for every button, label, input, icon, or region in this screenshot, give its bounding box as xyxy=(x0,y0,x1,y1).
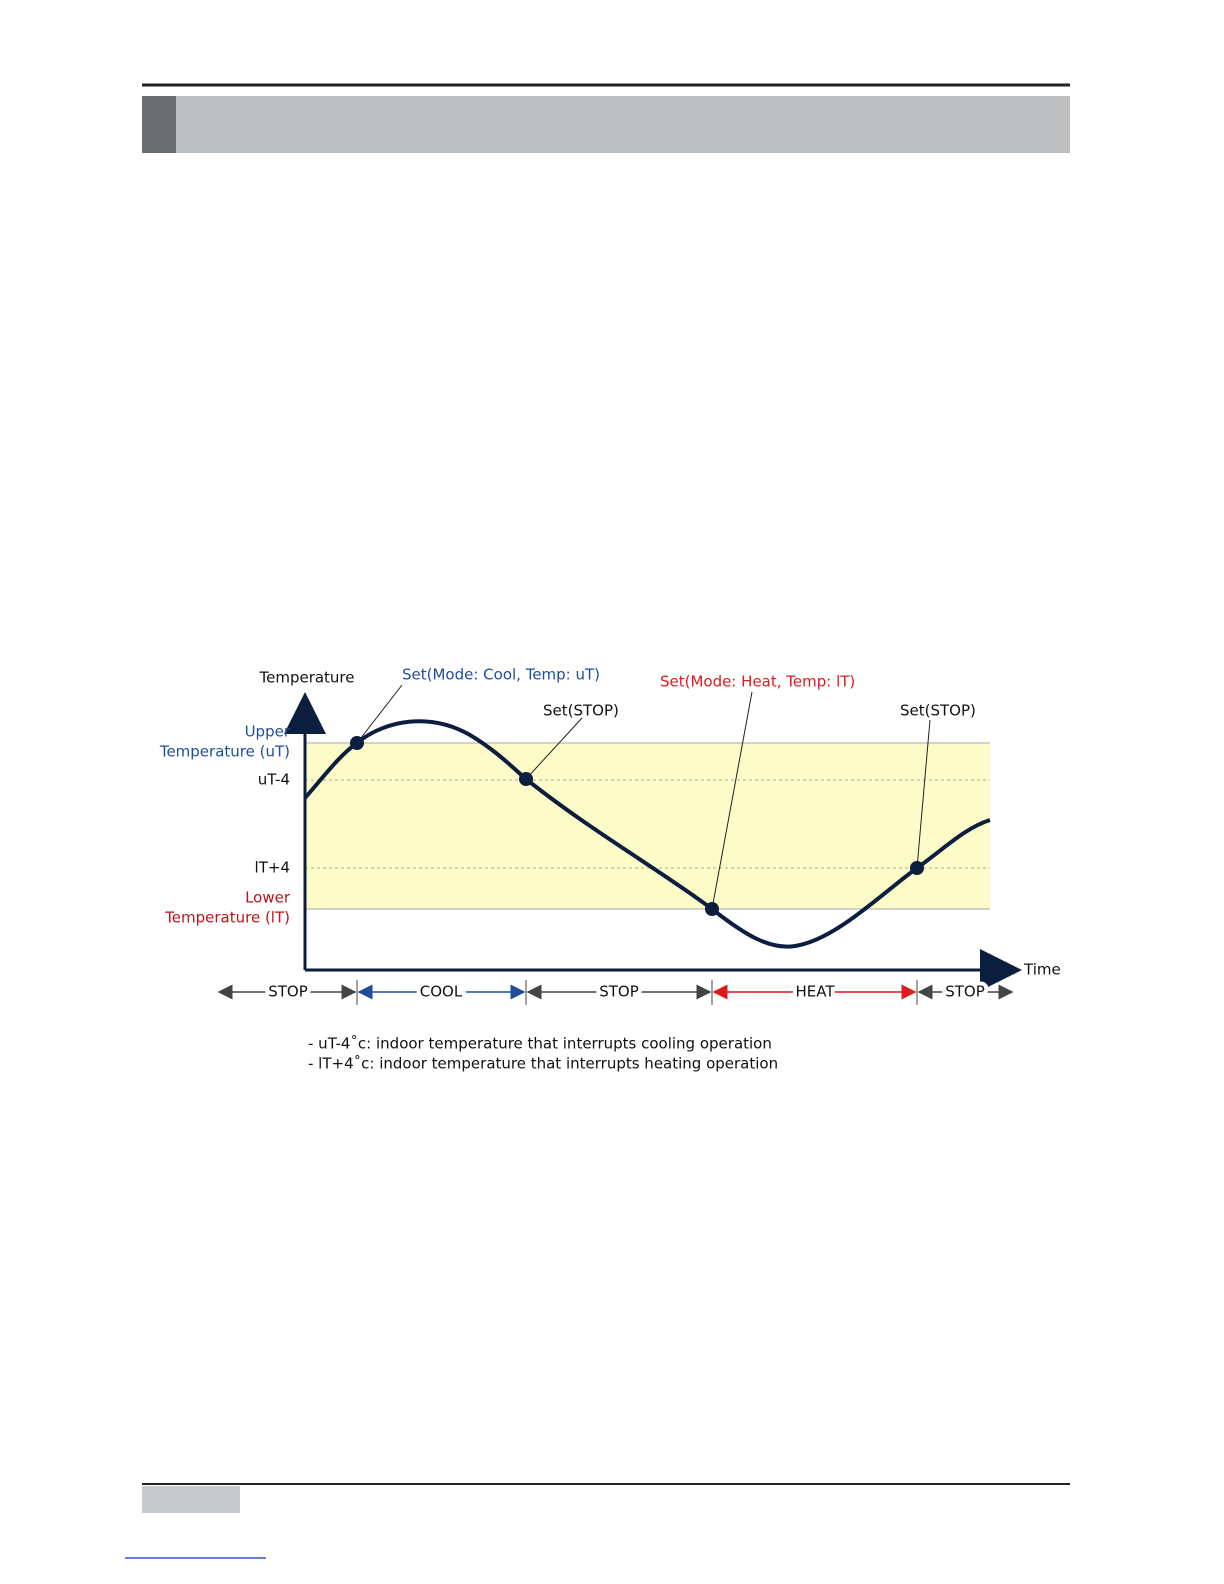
x-axis-label: Time xyxy=(1023,961,1061,979)
event-label: Set(STOP) xyxy=(543,702,619,720)
phase-label: STOP xyxy=(268,983,308,1001)
phase-label: COOL xyxy=(420,983,463,1001)
level-label: Upper xyxy=(245,723,291,741)
phase-label: STOP xyxy=(599,983,639,1001)
footer-tab xyxy=(142,1486,240,1513)
leader-line xyxy=(525,717,583,780)
leader-line xyxy=(916,719,931,869)
event-label: Set(STOP) xyxy=(900,702,976,720)
y-axis-label: Temperature xyxy=(258,669,354,687)
event-label: Set(Mode: Heat, Temp: lT) xyxy=(660,673,855,691)
level-label: Temperature (lT) xyxy=(164,909,290,927)
phase-label: HEAT xyxy=(795,983,835,1001)
leader-line xyxy=(711,691,753,910)
header-bar xyxy=(142,96,1070,153)
header-tab xyxy=(142,96,176,153)
event-label: Set(Mode: Cool, Temp: uT) xyxy=(402,666,600,684)
event-dot xyxy=(350,736,364,750)
level-label: uT-4 xyxy=(258,771,290,789)
phase-label: STOP xyxy=(945,983,985,1001)
level-label: Temperature (uT) xyxy=(159,743,290,761)
temperature-curve xyxy=(303,719,991,949)
temperature-band xyxy=(305,743,990,909)
event-dot xyxy=(519,772,533,786)
note: - uT-4˚c: indoor temperature that interr… xyxy=(308,1035,772,1053)
diagram: Temperature Time Upper Temperature (uT) … xyxy=(159,666,1061,1073)
level-label: lT+4 xyxy=(255,859,290,877)
level-label: Lower xyxy=(245,889,291,907)
leader-line xyxy=(356,684,403,744)
note: - lT+4˚c: indoor temperature that interr… xyxy=(308,1055,778,1073)
event-dot xyxy=(705,902,719,916)
event-dot xyxy=(910,861,924,875)
